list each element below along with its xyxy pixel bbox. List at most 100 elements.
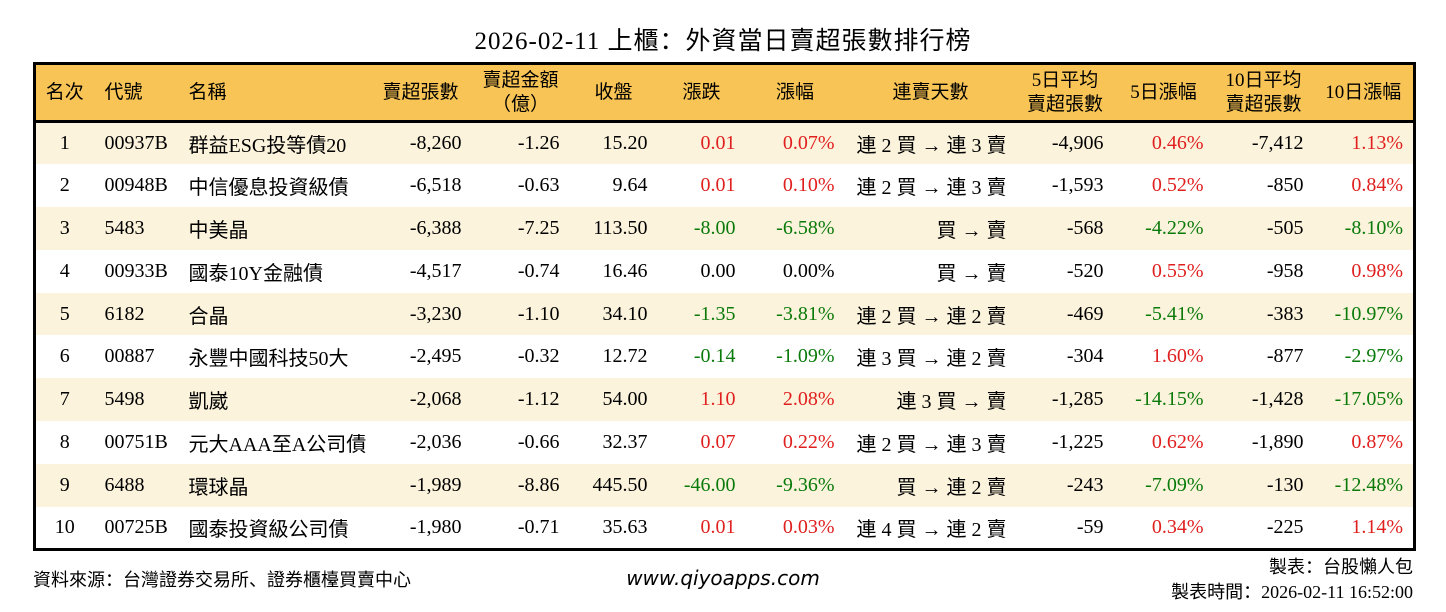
cell-name: 國泰10Y金融債 bbox=[188, 262, 323, 285]
cell-close: 34.10 bbox=[602, 302, 648, 325]
cell-avg10: -225 bbox=[1266, 515, 1304, 538]
cell-change_pct: 0.22% bbox=[782, 430, 835, 453]
cell-pct5: 0.34% bbox=[1151, 515, 1204, 538]
cell-sell_amt: -0.71 bbox=[517, 515, 560, 538]
cell-change: 0.00 bbox=[700, 259, 736, 282]
cell-avg5: -520 bbox=[1066, 259, 1104, 282]
table-row: 2 00948B 中信優息投資級債 -6,518 -0.63 9.64 0.01 0.10% 連… bbox=[35, 164, 1415, 207]
col-header-sell_vol: 賣超張數 bbox=[369, 63, 472, 123]
cell-rank: 6 bbox=[59, 345, 70, 368]
cell-close: 445.50 bbox=[592, 473, 648, 496]
cell-code: 6488 bbox=[104, 473, 145, 496]
col-header-rank: 名次 bbox=[34, 63, 94, 123]
cell-sell_vol: -2,068 bbox=[409, 388, 462, 411]
cell-sell_amt: -0.74 bbox=[517, 259, 560, 282]
cell-close: 35.63 bbox=[602, 515, 648, 538]
col-header-pct5: 5日漲幅 bbox=[1113, 63, 1214, 123]
cell-code: 5483 bbox=[104, 216, 145, 239]
cell-sell_amt: -0.32 bbox=[517, 345, 560, 368]
col-header-code: 代號 bbox=[93, 63, 178, 123]
cell-pct10: -10.97% bbox=[1334, 302, 1403, 325]
cell-change: -0.14 bbox=[693, 345, 736, 368]
cell-close: 15.20 bbox=[602, 132, 648, 155]
cell-name: 合晶 bbox=[188, 305, 229, 328]
cell-change_pct: 0.03% bbox=[782, 515, 835, 538]
cell-avg5: -59 bbox=[1076, 515, 1104, 538]
col-header-close: 收盤 bbox=[569, 63, 658, 123]
cell-pct5: -14.15% bbox=[1135, 388, 1204, 411]
cell-avg10: -505 bbox=[1266, 216, 1304, 239]
cell-pct5: -4.22% bbox=[1145, 216, 1204, 239]
cell-name: 群益ESG投等債20 bbox=[188, 135, 347, 158]
cell-pct10: 0.84% bbox=[1351, 174, 1403, 197]
cell-streak: 買 → 連 2 賣 bbox=[896, 476, 1007, 499]
cell-name: 凱崴 bbox=[188, 391, 229, 414]
cell-avg5: -1,225 bbox=[1051, 430, 1104, 453]
col-header-sell_amt: 賣超金額 （億） bbox=[471, 63, 570, 123]
cell-code: 5498 bbox=[104, 388, 145, 411]
cell-streak: 連 3 買 → 連 2 賣 bbox=[856, 348, 1007, 371]
cell-sell_vol: -8,260 bbox=[409, 132, 462, 155]
cell-change_pct: 0.00% bbox=[782, 259, 835, 282]
cell-change_pct: 0.10% bbox=[782, 174, 835, 197]
cell-pct10: 0.98% bbox=[1351, 259, 1403, 282]
cell-streak: 連 4 買 → 連 2 賣 bbox=[856, 518, 1007, 541]
table-row: 3 5483 中美晶 -6,388 -7.25 113.50 -8.00 -6.58% 買 → … bbox=[34, 207, 1415, 250]
cell-sell_vol: -4,517 bbox=[409, 259, 462, 282]
cell-close: 12.72 bbox=[602, 345, 648, 368]
cell-sell_amt: -0.66 bbox=[517, 430, 560, 453]
cell-streak: 連 2 買 → 連 3 賣 bbox=[856, 433, 1007, 456]
cell-pct5: -7.09% bbox=[1145, 473, 1204, 496]
cell-pct5: 0.52% bbox=[1151, 174, 1204, 197]
cell-name: 中美晶 bbox=[188, 219, 249, 242]
cell-streak: 連 2 買 → 連 2 賣 bbox=[856, 305, 1007, 328]
table-row: 1 00937B 群益ESG投等債20 -8,260 -1.26 15.20 0.01 0.0… bbox=[34, 121, 1415, 165]
cell-change_pct: 0.07% bbox=[782, 132, 835, 155]
table-row: 10 00725B 國泰投資級公司債 -1,980 -0.71 35.63 0.01 0.03… bbox=[35, 507, 1415, 550]
cell-rank: 3 bbox=[59, 216, 70, 239]
cell-sell_amt: -1.26 bbox=[517, 132, 560, 155]
cell-rank: 1 bbox=[59, 132, 70, 155]
made-by-label: 製表：台股懶人包 bbox=[1269, 557, 1413, 577]
cell-name: 環球晶 bbox=[188, 476, 249, 499]
cell-sell_vol: -1,980 bbox=[409, 515, 462, 538]
cell-avg10: -1,890 bbox=[1251, 430, 1304, 453]
cell-streak: 買 → 賣 bbox=[936, 219, 1007, 242]
cell-close: 32.37 bbox=[602, 430, 648, 453]
cell-avg10: -383 bbox=[1266, 302, 1304, 325]
cell-close: 16.46 bbox=[602, 259, 648, 282]
table-row: 6 00887 永豐中國科技50大 -2,495 -0.32 12.72 -0.14 -1.0… bbox=[35, 335, 1415, 378]
cell-pct10: -17.05% bbox=[1334, 388, 1403, 411]
col-header-change_pct: 漲幅 bbox=[745, 63, 845, 123]
cell-rank: 10 bbox=[54, 515, 75, 538]
cell-rank: 4 bbox=[59, 259, 70, 282]
cell-pct10: -2.97% bbox=[1344, 345, 1403, 368]
cell-change: 0.01 bbox=[700, 174, 736, 197]
col-header-streak: 連賣天數 bbox=[844, 63, 1017, 123]
cell-rank: 2 bbox=[59, 174, 70, 197]
cell-avg10: -1,428 bbox=[1251, 388, 1304, 411]
cell-avg10: -7,412 bbox=[1251, 132, 1304, 155]
cell-close: 113.50 bbox=[593, 216, 648, 239]
cell-name: 國泰投資級公司債 bbox=[188, 518, 349, 541]
cell-pct10: 0.87% bbox=[1351, 430, 1403, 453]
cell-sell_vol: -2,495 bbox=[409, 345, 462, 368]
cell-sell_vol: -3,230 bbox=[409, 302, 462, 325]
cell-change_pct: -1.09% bbox=[776, 345, 835, 368]
table-row: 5 6182 合晶 -3,230 -1.10 34.10 -1.35 -3.81% 連 2 買 … bbox=[34, 292, 1415, 336]
cell-change_pct: -6.58% bbox=[776, 216, 835, 239]
table-row: 4 00933B 國泰10Y金融債 -4,517 -0.74 16.46 0.00 0.00%… bbox=[35, 250, 1415, 293]
cell-change: 1.10 bbox=[700, 388, 736, 411]
table-row: 9 6488 環球晶 -1,989 -8.86 445.50 -46.00 -9.36% 買 →… bbox=[34, 463, 1415, 507]
cell-change_pct: -3.81% bbox=[776, 302, 835, 325]
cell-avg5: -243 bbox=[1066, 473, 1104, 496]
cell-avg5: -304 bbox=[1066, 345, 1104, 368]
cell-code: 00887 bbox=[104, 345, 155, 368]
website-url: www.qiyoapps.com bbox=[626, 566, 820, 590]
col-header-pct10: 10日漲幅 bbox=[1313, 63, 1415, 123]
cell-name: 元大AAA至A公司債 bbox=[188, 433, 367, 456]
cell-sell_amt: -1.12 bbox=[517, 388, 560, 411]
cell-sell_amt: -0.63 bbox=[517, 174, 560, 197]
cell-avg5: -1,593 bbox=[1051, 174, 1104, 197]
